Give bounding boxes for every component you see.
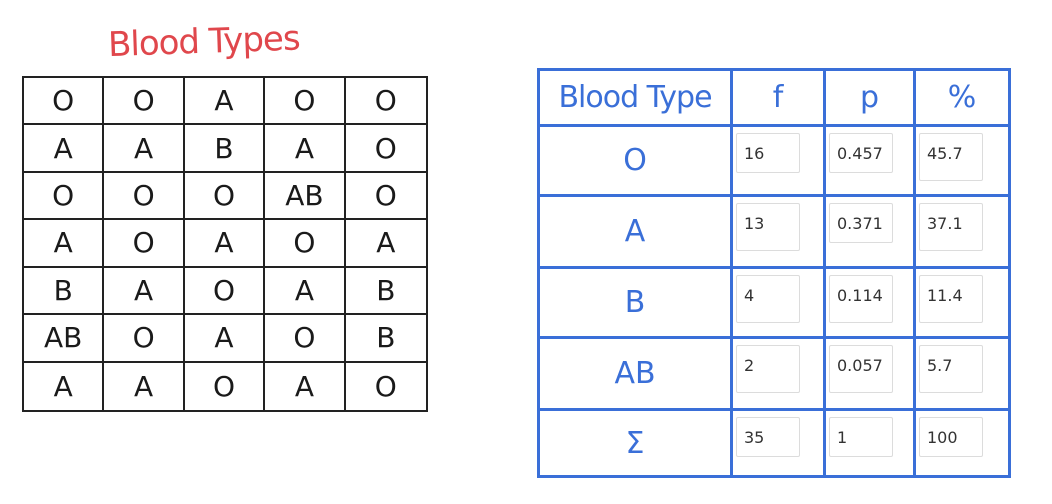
cell-p-sum: 1 xyxy=(826,411,916,475)
input-p-b[interactable]: 0.114 xyxy=(829,275,893,323)
raw-cell: O xyxy=(24,172,105,221)
cell-pct-b: 11.4 xyxy=(916,269,1008,339)
raw-cell: B xyxy=(184,125,266,173)
cell-f-a: 13 xyxy=(733,197,826,269)
header-frequency: f xyxy=(733,71,826,127)
cell-f-ab: 2 xyxy=(733,339,826,411)
raw-cell: O xyxy=(104,78,185,126)
raw-cell: A xyxy=(104,125,185,173)
cell-p-ab: 0.057 xyxy=(826,339,916,411)
input-pct-ab[interactable]: 5.7 xyxy=(919,345,983,393)
frequency-table: Blood Type f p % O 16 0.457 45.7 A 13 0.… xyxy=(537,68,1011,478)
raw-data-grid: O O A O O A A B A O O O O AB O A O A O A B A O A B AB O A O B A A O A O xyxy=(22,76,428,412)
input-pct-sum[interactable]: 100 xyxy=(919,417,983,457)
raw-cell: AB xyxy=(265,172,346,221)
input-p-o[interactable]: 0.457 xyxy=(829,133,893,173)
cell-p-o: 0.457 xyxy=(826,127,916,197)
cell-pct-sum: 100 xyxy=(916,411,1008,475)
raw-cell: O xyxy=(345,125,426,173)
input-f-b[interactable]: 4 xyxy=(736,275,800,323)
raw-cell: B xyxy=(345,315,426,363)
raw-cell: B xyxy=(24,267,105,316)
raw-cell: O xyxy=(104,315,185,363)
raw-cell: B xyxy=(345,268,426,316)
cell-pct-ab: 5.7 xyxy=(916,339,1008,411)
input-pct-b[interactable]: 11.4 xyxy=(919,275,983,323)
raw-cell: O xyxy=(24,78,105,126)
blood-types-title: Blood Types xyxy=(107,18,301,66)
raw-cell: O xyxy=(104,172,185,221)
raw-cell: A xyxy=(184,315,266,363)
row-label-b: B xyxy=(540,269,733,339)
cell-p-a: 0.371 xyxy=(826,197,916,269)
input-p-a[interactable]: 0.371 xyxy=(829,203,893,243)
raw-cell: A xyxy=(24,125,105,173)
cell-pct-a: 37.1 xyxy=(916,197,1008,269)
row-label-sum: Σ xyxy=(540,411,733,475)
cell-f-sum: 35 xyxy=(733,411,826,475)
raw-cell: O xyxy=(185,362,266,410)
header-blood-type: Blood Type xyxy=(540,71,733,127)
raw-cell: O xyxy=(265,78,346,126)
raw-cell: A xyxy=(265,362,346,410)
raw-cell: O xyxy=(184,267,266,316)
raw-cell: A xyxy=(104,267,185,316)
raw-cell: O xyxy=(104,220,185,268)
cell-f-o: 16 xyxy=(733,127,826,197)
input-pct-o[interactable]: 45.7 xyxy=(919,133,983,181)
raw-cell: O xyxy=(345,78,426,126)
input-pct-a[interactable]: 37.1 xyxy=(919,203,983,251)
header-proportion: p xyxy=(826,71,916,127)
input-f-o[interactable]: 16 xyxy=(736,133,800,173)
input-f-ab[interactable]: 2 xyxy=(736,345,800,393)
header-percent: % xyxy=(916,71,1008,127)
row-label-o: O xyxy=(540,127,733,197)
raw-cell: A xyxy=(184,78,266,126)
raw-cell: O xyxy=(374,369,397,403)
row-label-a: A xyxy=(540,197,733,269)
raw-cell: A xyxy=(265,125,346,173)
input-p-sum[interactable]: 1 xyxy=(829,417,893,457)
row-label-ab: AB xyxy=(540,339,733,411)
cell-f-b: 4 xyxy=(733,269,826,339)
raw-cell: O xyxy=(265,315,346,363)
cell-pct-o: 45.7 xyxy=(916,127,1008,197)
raw-cell: A xyxy=(24,220,105,268)
raw-cell: A xyxy=(265,267,346,316)
raw-cell: O xyxy=(184,172,266,221)
raw-cell: AB xyxy=(24,315,105,363)
raw-cell: A xyxy=(24,362,105,410)
input-p-ab[interactable]: 0.057 xyxy=(829,345,893,393)
input-f-a[interactable]: 13 xyxy=(736,203,800,251)
input-f-sum[interactable]: 35 xyxy=(736,417,800,457)
raw-cell: O xyxy=(345,173,426,221)
raw-cell: A xyxy=(345,220,426,268)
raw-cell: O xyxy=(265,220,346,268)
raw-cell: A xyxy=(184,220,266,268)
cell-p-b: 0.114 xyxy=(826,269,916,339)
raw-cell: A xyxy=(104,362,185,410)
